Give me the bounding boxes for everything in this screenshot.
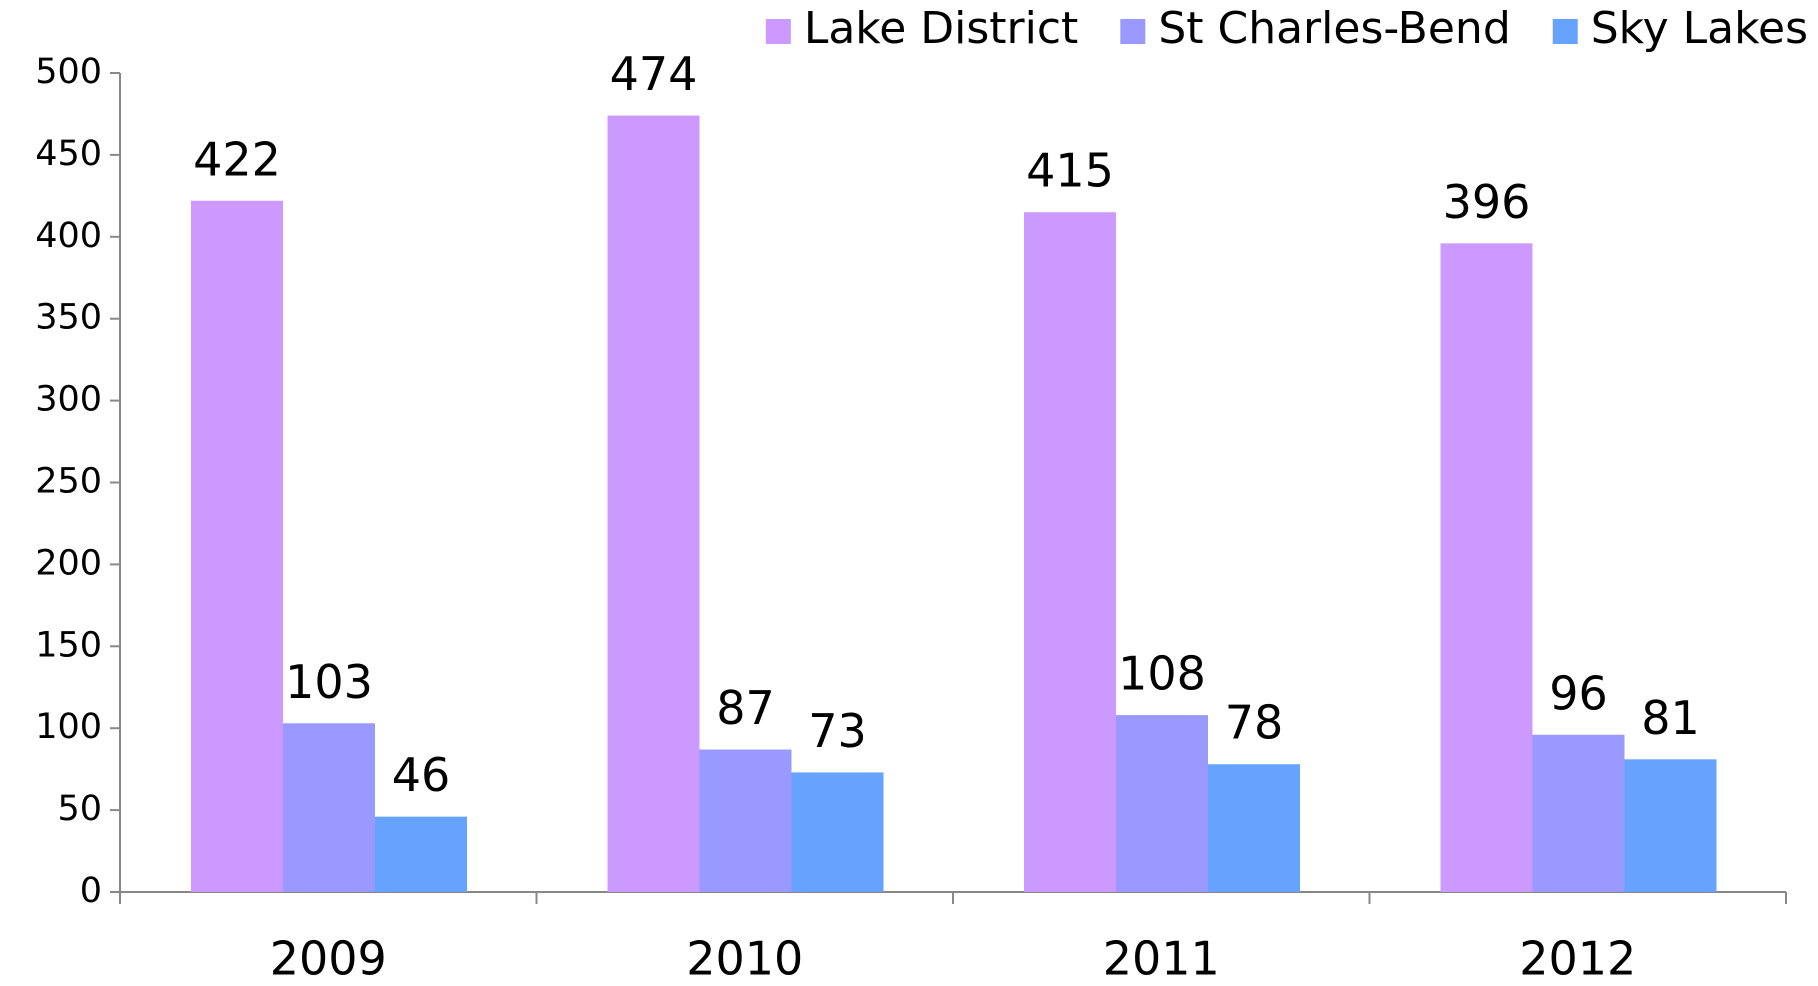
legend-label: Sky Lakes xyxy=(1591,3,1808,54)
data-label: 103 xyxy=(285,655,373,709)
y-tick-label: 350 xyxy=(35,298,102,338)
legend-swatch xyxy=(1120,19,1146,44)
bar xyxy=(1440,243,1533,893)
data-label: 96 xyxy=(1549,666,1608,720)
y-tick-label: 200 xyxy=(35,543,102,583)
data-label: 73 xyxy=(808,704,867,758)
bar xyxy=(607,115,700,892)
legend-label: Lake District xyxy=(804,3,1078,54)
y-tick-label: 500 xyxy=(35,52,102,92)
bar xyxy=(1532,734,1625,892)
bar xyxy=(699,749,792,892)
data-label: 108 xyxy=(1118,647,1206,701)
y-tick-label: 100 xyxy=(35,707,102,747)
bar xyxy=(1208,764,1300,892)
data-label: 87 xyxy=(716,681,775,735)
data-label: 396 xyxy=(1443,175,1531,229)
bar xyxy=(191,200,283,892)
data-label: 46 xyxy=(392,748,451,802)
y-tick-label: 0 xyxy=(80,871,102,911)
y-tick-label: 450 xyxy=(35,134,102,174)
bar xyxy=(1624,759,1717,892)
x-tick-label: 2011 xyxy=(1103,932,1220,986)
data-label: 81 xyxy=(1641,691,1700,745)
bar xyxy=(1024,212,1116,893)
bar xyxy=(283,723,375,892)
legend-swatch xyxy=(765,19,791,44)
x-tick-label: 2009 xyxy=(270,932,387,986)
legend-label: St Charles-Bend xyxy=(1158,3,1510,54)
y-tick-label: 400 xyxy=(35,216,102,256)
y-tick-label: 250 xyxy=(35,462,102,502)
bar xyxy=(375,816,467,892)
bar xyxy=(791,772,884,892)
y-tick-label: 150 xyxy=(35,625,102,665)
legend-swatch xyxy=(1552,19,1578,44)
y-tick-label: 300 xyxy=(35,380,102,420)
data-label: 474 xyxy=(610,47,698,101)
x-tick-label: 2010 xyxy=(686,932,803,986)
data-label: 78 xyxy=(1225,696,1284,750)
data-label: 415 xyxy=(1026,144,1114,198)
y-tick-label: 50 xyxy=(57,789,102,829)
bar xyxy=(1116,715,1208,892)
x-tick-label: 2012 xyxy=(1519,932,1636,986)
data-label: 422 xyxy=(193,132,281,186)
